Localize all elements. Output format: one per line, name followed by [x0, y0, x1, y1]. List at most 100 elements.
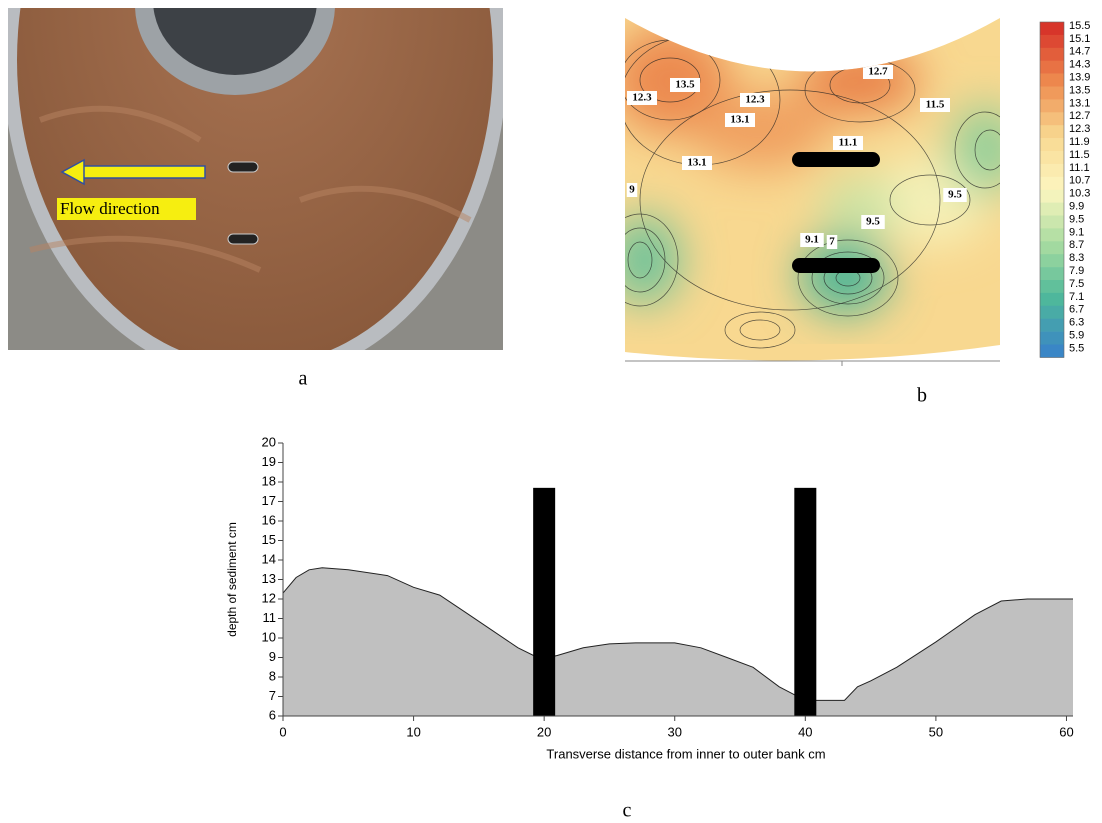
colorbar-tick-label: 15.1: [1069, 33, 1090, 45]
pier: [227, 233, 259, 245]
colorbar-swatch: [1040, 112, 1064, 126]
contour-label-bg: [626, 183, 638, 197]
colorbar-swatch: [1040, 280, 1064, 294]
colorbar-tick-label: 10.7: [1069, 175, 1090, 187]
x-tick-label: 50: [929, 724, 943, 739]
contour-label: 12.3: [632, 92, 652, 104]
colorbar-tick-label: 5.9: [1069, 330, 1084, 342]
x-tick-label: 60: [1059, 724, 1073, 739]
panel-label: c: [623, 800, 632, 822]
flow-arrow: [81, 165, 206, 179]
contour-label: 12.7: [868, 66, 888, 78]
contour-label-bg: [861, 215, 885, 229]
contour-label: 11.1: [839, 137, 858, 149]
flow-arrow-head: [60, 158, 85, 186]
x-tick-label: 20: [537, 724, 551, 739]
colorbar-tick-label: 7.5: [1069, 278, 1084, 290]
y-tick-label: 16: [262, 512, 276, 527]
contour-label: 9: [629, 184, 635, 196]
y-tick-label: 18: [262, 473, 276, 488]
contour-label: 7: [829, 236, 835, 248]
colorbar-tick-label: 13.5: [1069, 84, 1090, 96]
contour-label-bg: [920, 98, 950, 112]
colorbar-swatch: [1040, 344, 1064, 358]
colorbar-swatch: [1040, 86, 1064, 100]
contour-label: 9.5: [866, 216, 880, 228]
y-tick-label: 7: [269, 688, 276, 703]
y-tick-label: 12: [262, 590, 276, 605]
x-axis-label: Transverse distance from inner to outer …: [546, 746, 825, 761]
colorbar-swatch: [1040, 241, 1064, 255]
colorbar-tick-label: 7.1: [1069, 291, 1084, 303]
colorbar-tick-label: 9.9: [1069, 201, 1084, 213]
y-tick-label: 9: [269, 649, 276, 664]
y-tick-label: 10: [262, 629, 276, 644]
y-tick-label: 11: [263, 610, 277, 625]
colorbar-tick-label: 12.3: [1069, 123, 1090, 135]
colorbar-tick-label: 5.5: [1069, 342, 1084, 354]
colorbar-swatch: [1040, 215, 1064, 229]
colorbar-swatch: [1040, 47, 1064, 61]
contour-label: 11.5: [926, 99, 945, 111]
x-tick-label: 10: [406, 724, 420, 739]
y-tick-label: 6: [269, 707, 276, 722]
colorbar-tick-label: 6.7: [1069, 304, 1084, 316]
colorbar-swatch: [1040, 202, 1064, 216]
colorbar-tick-label: 15.5: [1069, 20, 1090, 32]
photo: Flow direction: [8, 8, 503, 350]
colorbar-tick-label: 6.3: [1069, 317, 1084, 329]
colorbar-swatch: [1040, 99, 1064, 113]
colorbar-tick-label: 14.3: [1069, 59, 1090, 71]
annotation-bg: [57, 198, 196, 220]
colorbar-swatch: [1040, 176, 1064, 190]
panel-label: a: [299, 368, 308, 390]
contour-label-bg: [682, 156, 712, 170]
contour-label: 9.1: [805, 234, 819, 246]
y-axis-label: depth of sediment cm: [225, 522, 239, 637]
contour-label-bg: [943, 188, 967, 202]
colorbar-tick-label: 11.9: [1069, 136, 1090, 148]
contour-label-bg: [725, 113, 755, 127]
y-tick-label: 17: [262, 493, 276, 508]
colorbar-tick-label: 11.5: [1069, 149, 1090, 161]
contour-label-bg: [627, 91, 657, 105]
colorbar-tick-label: 14.7: [1069, 46, 1090, 58]
x-tick-label: 30: [668, 724, 682, 739]
pier: [792, 258, 880, 273]
y-tick-label: 20: [262, 434, 276, 449]
colorbar-swatch: [1040, 73, 1064, 87]
colorbar-swatch: [1040, 163, 1064, 178]
colorbar-tick-label: 13.1: [1069, 97, 1090, 109]
panel-label: b: [917, 385, 927, 407]
y-tick-label: 19: [262, 454, 276, 469]
pier: [533, 487, 556, 716]
colorbar-swatch: [1040, 318, 1064, 332]
colorbar-swatch: [1040, 138, 1064, 152]
colorbar-tick-label: 8.7: [1069, 239, 1084, 251]
y-tick-label: 8: [269, 668, 276, 683]
area-fill: [283, 567, 1073, 716]
pier: [227, 161, 259, 173]
colorbar-swatch: [1040, 292, 1064, 307]
pier: [794, 487, 817, 716]
colorbar-swatch: [1040, 125, 1064, 139]
contour-label-bg: [863, 65, 893, 79]
y-tick-label: 13: [262, 571, 276, 586]
y-tick-label: 14: [262, 551, 276, 566]
contour-label: 13.1: [730, 114, 749, 126]
colorbar-tick-label: 9.1: [1069, 226, 1084, 238]
contour-label-bg: [833, 136, 863, 150]
colorbar-tick-label: 8.3: [1069, 252, 1084, 264]
y-tick-label: 15: [262, 532, 276, 547]
contour-label: 9.5: [948, 189, 962, 201]
sand-bed: [17, 8, 493, 350]
colorbar-swatch: [1040, 60, 1064, 74]
annotation: Flow direction: [60, 199, 160, 218]
colorbar-swatch: [1040, 151, 1064, 165]
colorbar-swatch: [1040, 228, 1064, 242]
contour-label: 12.3: [745, 94, 765, 106]
ripples: [29, 105, 472, 273]
profile-line: [282, 567, 1073, 701]
contour-map: 13.5 12.7 12.3 12.3 13.1 11.5 11.1 13.1 9.5 9.5 9.…: [625, 18, 1000, 361]
